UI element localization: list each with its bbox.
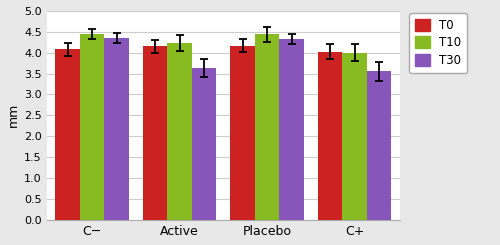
Legend: T0, T10, T30: T0, T10, T30 bbox=[410, 13, 467, 73]
Bar bbox=[342, 53, 367, 220]
Bar bbox=[80, 34, 104, 220]
Bar bbox=[143, 46, 168, 220]
Bar bbox=[230, 46, 255, 220]
Bar bbox=[367, 72, 392, 220]
Bar bbox=[56, 49, 80, 220]
Bar bbox=[318, 52, 342, 220]
Bar bbox=[280, 39, 304, 220]
Bar bbox=[104, 38, 129, 220]
Bar bbox=[255, 34, 280, 220]
Bar bbox=[168, 43, 192, 220]
Bar bbox=[192, 68, 216, 220]
Y-axis label: mm: mm bbox=[7, 103, 20, 127]
